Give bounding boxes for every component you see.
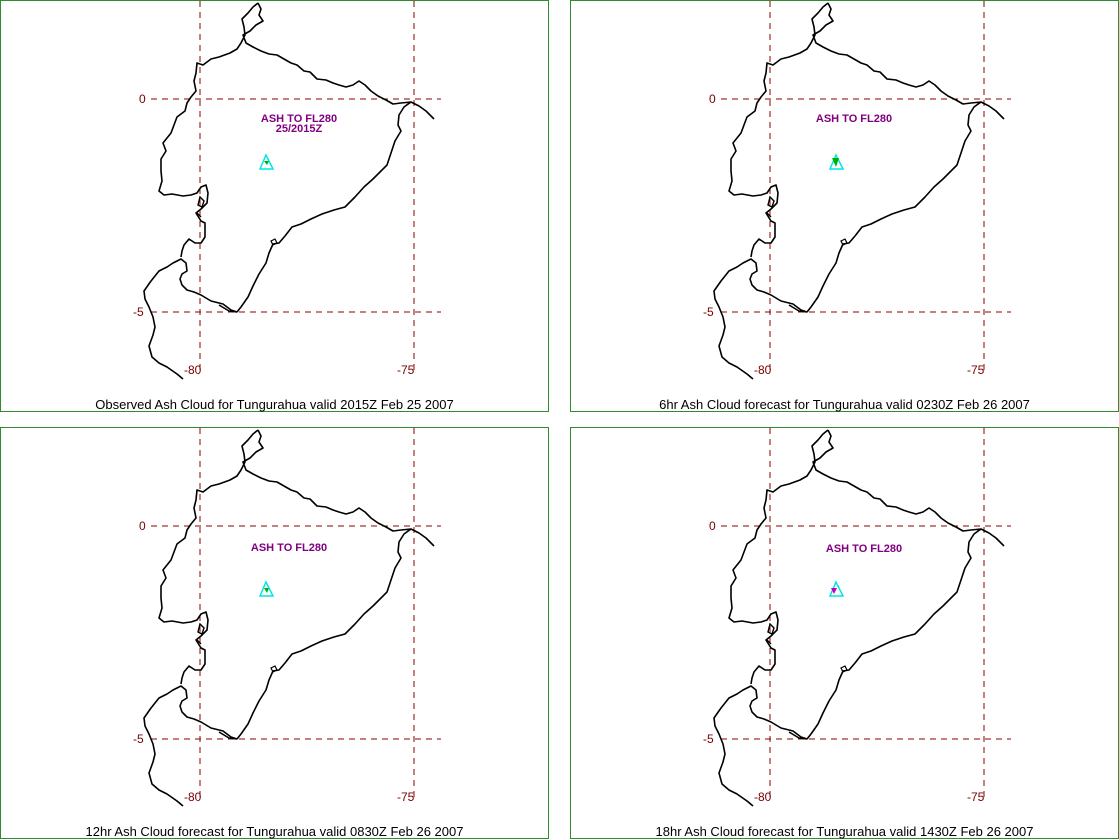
- map-panel-6hr: ASH TO FL280 6hr Ash Cloud forecast for …: [570, 0, 1119, 412]
- map-panel-18hr: ASH TO FL280 18hr Ash Cloud forecast for…: [570, 427, 1119, 839]
- map-canvas: ASH TO FL280: [702, 1, 1012, 380]
- ash-label: ASH TO FL280: [826, 543, 902, 555]
- panel-caption: 18hr Ash Cloud forecast for Tungurahua v…: [655, 824, 1034, 839]
- volcano-marker-icon: [258, 153, 275, 170]
- panel-caption: 6hr Ash Cloud forecast for Tungurahua va…: [659, 397, 1030, 412]
- panel-caption: Observed Ash Cloud for Tungurahua valid …: [95, 397, 454, 412]
- map-panel-observed: ASH TO FL280 25/2015Z Observed Ash Cloud…: [0, 0, 549, 412]
- map-panel-12hr: ASH TO FL280 12hr Ash Cloud forecast for…: [0, 427, 549, 839]
- map-canvas: ASH TO FL280: [702, 428, 1012, 807]
- panel-caption: 12hr Ash Cloud forecast for Tungurahua v…: [85, 824, 464, 839]
- ash-label: ASH TO FL280: [251, 542, 327, 554]
- map-canvas: ASH TO FL280 25/2015Z: [132, 1, 442, 380]
- map-canvas: ASH TO FL280: [132, 428, 442, 807]
- ash-label: ASH TO FL280: [261, 113, 337, 125]
- volcano-marker-icon: [828, 153, 845, 170]
- ash-sublabel: 25/2015Z: [276, 123, 323, 135]
- volcano-marker-icon: [828, 580, 845, 597]
- ash-label: ASH TO FL280: [816, 113, 892, 125]
- volcano-marker-icon: [258, 580, 275, 597]
